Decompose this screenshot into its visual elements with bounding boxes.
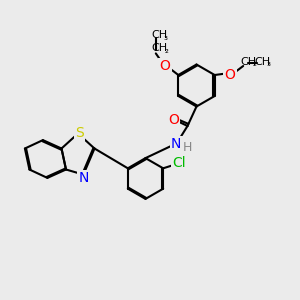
Text: H: H [183,141,192,154]
Text: ₃: ₃ [164,32,168,42]
Text: CH: CH [254,56,270,67]
Text: CH: CH [240,56,256,67]
Text: O: O [168,113,179,127]
Text: O: O [224,68,235,82]
Text: S: S [75,126,84,140]
Text: N: N [171,137,181,151]
Text: CH: CH [152,30,168,40]
Text: CH: CH [152,43,168,53]
Text: O: O [159,59,170,73]
Text: N: N [78,172,88,185]
Text: ₃: ₃ [266,58,270,68]
Text: ₂: ₂ [253,58,257,68]
Text: ₂: ₂ [164,45,168,55]
Text: Cl: Cl [172,156,186,170]
